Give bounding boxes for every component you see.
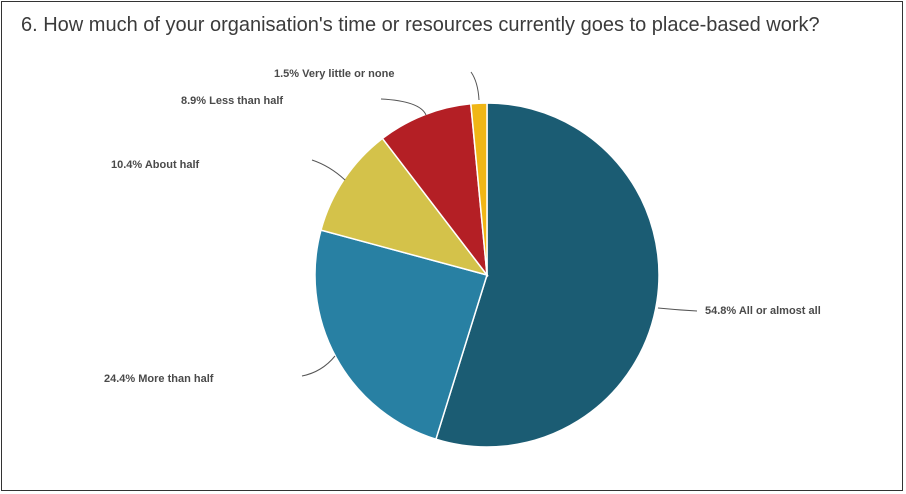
slice-label-more-than-half: 24.4% More than half xyxy=(104,373,214,385)
leader-line-very-little-or-none xyxy=(470,71,480,101)
pie-slice-very-little-or-none xyxy=(469,102,488,276)
slice-label-all-or-almost-all: 54.8% All or almost all xyxy=(705,305,821,317)
slice-label-less-than-half: 8.9% Less than half xyxy=(181,95,283,107)
slice-label-about-half: 10.4% About half xyxy=(111,159,200,171)
leader-line-more-than-half xyxy=(301,355,336,377)
leader-line-less-than-half xyxy=(380,98,427,116)
pie-slice-all-or-almost-all xyxy=(434,102,660,448)
leader-line-all-or-almost-all xyxy=(657,307,698,312)
slice-label-very-little-or-none: 1.5% Very little or none xyxy=(274,68,394,80)
pie-slice-more-than-half xyxy=(314,229,488,441)
leader-line-about-half xyxy=(311,159,346,181)
pie-slice-less-than-half xyxy=(381,102,488,278)
chart-title: 6. How much of your organisation's time … xyxy=(21,14,820,36)
